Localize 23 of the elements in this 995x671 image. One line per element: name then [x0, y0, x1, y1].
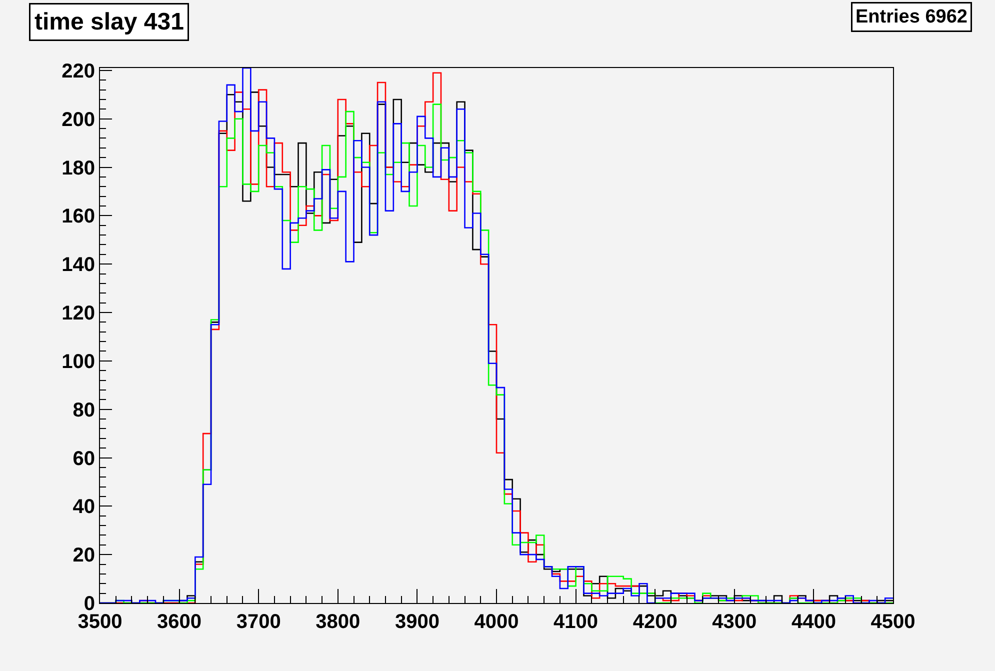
x-tick-label: 3600 [157, 611, 202, 633]
y-tick-label: 180 [62, 157, 95, 180]
y-tick-label: 220 [62, 60, 95, 82]
x-tick-label: 3900 [394, 611, 440, 633]
x-tick-label: 4300 [712, 611, 757, 633]
x-tick-label: 4400 [791, 611, 836, 633]
y-tick-label: 160 [62, 206, 95, 228]
text: Entries 6962 [856, 6, 968, 28]
y-tick-label: 120 [62, 302, 95, 324]
x-tick-label: 4200 [632, 611, 678, 633]
y-tick-label: 200 [62, 108, 95, 131]
chart-title: time slay 431 [34, 8, 184, 36]
x-tick-label: 4100 [554, 611, 598, 633]
y-tick-label: 60 [72, 448, 95, 470]
x-tick-label: 4500 [870, 611, 916, 633]
y-tick-label: 40 [72, 496, 95, 518]
x-tick-label: 4000 [474, 611, 519, 633]
y-tick-label: 80 [72, 399, 95, 422]
y-tick-label: 140 [62, 254, 95, 276]
y-tick-label: 100 [62, 350, 95, 373]
y-tick-label: 20 [72, 544, 95, 567]
x-tick-label: 3700 [236, 611, 281, 633]
x-tick-label: 3800 [316, 611, 360, 633]
